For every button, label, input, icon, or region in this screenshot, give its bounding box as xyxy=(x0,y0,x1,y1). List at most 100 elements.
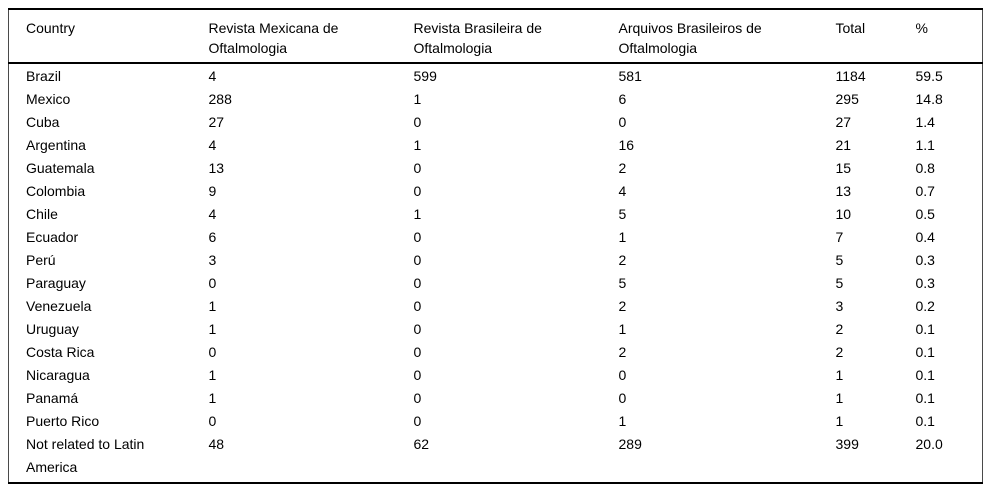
percent-cell: 1.4 xyxy=(915,114,935,130)
revista-mexicana-count-cell: 1 xyxy=(208,390,217,406)
table-row: Perú 3 0 2 5 0.3 xyxy=(9,249,983,272)
column-header-revista-mexicana: Revista Mexicana de Oftalmologia xyxy=(200,9,406,64)
table-row: Ecuador 6 0 1 7 0.4 xyxy=(9,226,983,249)
country-cell: Ecuador xyxy=(26,229,79,245)
total-cell: 15 xyxy=(835,160,852,176)
country-cell: Uruguay xyxy=(26,321,79,337)
table-row: Venezuela 1 0 2 3 0.2 xyxy=(9,295,983,318)
column-header-arquivos-brasileiros: Arquivos Brasileiros de Oftalmologia xyxy=(610,9,828,64)
total-cell: 27 xyxy=(835,114,852,130)
table-header: Country Revista Mexicana de Oftalmologia… xyxy=(8,9,983,64)
revista-brasileira-count-cell: 62 xyxy=(413,436,430,452)
revista-mexicana-count-cell: 288 xyxy=(208,91,232,107)
revista-mexicana-count-cell: 13 xyxy=(208,160,225,176)
revista-mexicana-count-cell: 27 xyxy=(208,114,225,130)
total-cell: 1 xyxy=(835,413,844,429)
total-cell: 2 xyxy=(835,321,844,337)
revista-mexicana-count-cell: 1 xyxy=(208,321,217,337)
country-cell: Not related to Latin America xyxy=(26,436,145,475)
table-row: Not related to Latin America 48 62 289 3… xyxy=(9,433,983,483)
percent-cell: 0.5 xyxy=(915,206,935,222)
percent-cell: 0.1 xyxy=(915,344,935,360)
revista-brasileira-count-cell: 599 xyxy=(413,68,437,84)
country-cell: Mexico xyxy=(26,91,71,107)
total-cell: 1 xyxy=(835,367,844,383)
percent-cell: 0.2 xyxy=(915,298,935,314)
arquivos-brasileiros-count-cell: 4 xyxy=(618,183,627,199)
revista-brasileira-count-cell: 0 xyxy=(413,413,422,429)
country-cell: Perú xyxy=(26,252,56,268)
percent-cell: 59.5 xyxy=(915,68,943,84)
arquivos-brasileiros-count-cell: 0 xyxy=(618,114,627,130)
revista-brasileira-count-cell: 1 xyxy=(413,137,422,153)
arquivos-brasileiros-count-cell: 5 xyxy=(618,206,627,222)
total-cell: 1 xyxy=(835,390,844,406)
revista-brasileira-count-cell: 0 xyxy=(413,252,422,268)
country-cell: Nicaragua xyxy=(26,367,90,383)
table-row: Chile 4 1 5 10 0.5 xyxy=(9,203,983,226)
revista-mexicana-count-cell: 4 xyxy=(208,68,217,84)
country-cell: Puerto Rico xyxy=(26,413,100,429)
table-body: Brazil 4 599 581 1184 59.5 Mexico 288 1 … xyxy=(9,63,983,483)
arquivos-brasileiros-count-cell: 0 xyxy=(618,390,627,406)
table-row: Cuba 27 0 0 27 1.4 xyxy=(9,111,983,134)
revista-mexicana-count-cell: 1 xyxy=(208,298,217,314)
column-header-total: Total xyxy=(827,9,908,64)
revista-mexicana-count-cell: 6 xyxy=(208,229,217,245)
percent-cell: 20.0 xyxy=(915,436,943,452)
percent-cell: 0.1 xyxy=(915,390,935,406)
table-row: Argentina 4 1 16 21 1.1 xyxy=(9,134,983,157)
country-cell: Costa Rica xyxy=(26,344,95,360)
country-cell: Brazil xyxy=(26,68,62,84)
percent-cell: 0.7 xyxy=(915,183,935,199)
percent-cell: 0.1 xyxy=(915,321,935,337)
percent-cell: 0.3 xyxy=(915,252,935,268)
revista-mexicana-count-cell: 0 xyxy=(208,275,217,291)
percent-cell: 0.1 xyxy=(915,367,935,383)
total-cell: 13 xyxy=(835,183,852,199)
percent-cell: 0.4 xyxy=(915,229,935,245)
revista-brasileira-count-cell: 0 xyxy=(413,344,422,360)
total-cell: 10 xyxy=(835,206,852,222)
percent-cell: 0.8 xyxy=(915,160,935,176)
revista-brasileira-count-cell: 0 xyxy=(413,160,422,176)
percent-cell: 0.1 xyxy=(915,413,935,429)
revista-brasileira-count-cell: 0 xyxy=(413,321,422,337)
total-cell: 2 xyxy=(835,344,844,360)
total-cell: 3 xyxy=(835,298,844,314)
revista-mexicana-count-cell: 4 xyxy=(208,137,217,153)
revista-mexicana-count-cell: 3 xyxy=(208,252,217,268)
country-cell: Chile xyxy=(26,206,58,222)
table-row: Mexico 288 1 6 295 14.8 xyxy=(9,88,983,111)
revista-brasileira-count-cell: 1 xyxy=(413,91,422,107)
revista-brasileira-count-cell: 0 xyxy=(413,298,422,314)
arquivos-brasileiros-count-cell: 2 xyxy=(618,344,627,360)
total-cell: 7 xyxy=(835,229,844,245)
revista-brasileira-count-cell: 0 xyxy=(413,114,422,130)
arquivos-brasileiros-count-cell: 2 xyxy=(618,298,627,314)
revista-mexicana-count-cell: 48 xyxy=(208,436,225,452)
percent-cell: 1.1 xyxy=(915,137,935,153)
percent-cell: 14.8 xyxy=(915,91,943,107)
articles-by-country-table: Country Revista Mexicana de Oftalmologia… xyxy=(8,8,983,484)
revista-brasileira-count-cell: 0 xyxy=(413,229,422,245)
revista-mexicana-count-cell: 0 xyxy=(208,344,217,360)
total-cell: 295 xyxy=(835,91,859,107)
column-header-percent: % xyxy=(907,9,983,64)
arquivos-brasileiros-count-cell: 5 xyxy=(618,275,627,291)
country-cell: Venezuela xyxy=(26,298,92,314)
country-cell: Panamá xyxy=(26,390,79,406)
table-row: Puerto Rico 0 0 1 1 0.1 xyxy=(9,410,983,433)
table-row: Colombia 9 0 4 13 0.7 xyxy=(9,180,983,203)
country-cell: Cuba xyxy=(26,114,60,130)
percent-cell: 0.3 xyxy=(915,275,935,291)
arquivos-brasileiros-count-cell: 6 xyxy=(618,91,627,107)
column-header-country: Country xyxy=(8,9,201,64)
revista-brasileira-count-cell: 0 xyxy=(413,390,422,406)
arquivos-brasileiros-count-cell: 16 xyxy=(618,137,635,153)
table-row: Panamá 1 0 0 1 0.1 xyxy=(9,387,983,410)
country-cell: Paraguay xyxy=(26,275,86,291)
revista-brasileira-count-cell: 0 xyxy=(413,367,422,383)
total-cell: 1184 xyxy=(835,68,866,84)
table-row: Paraguay 0 0 5 5 0.3 xyxy=(9,272,983,295)
